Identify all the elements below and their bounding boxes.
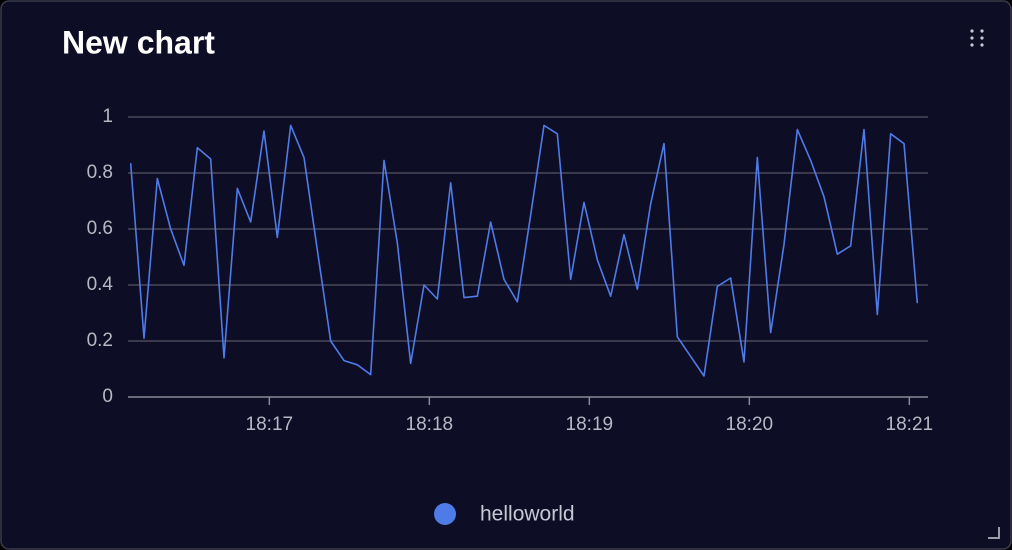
menu-button[interactable] (970, 29, 984, 47)
chart-title: New chart (62, 24, 215, 60)
x-tick-label: 18:17 (246, 414, 294, 435)
x-tick-label: 18:19 (566, 414, 614, 435)
y-tick-label: 0 (102, 386, 113, 407)
y-tick-label: 0.6 (87, 218, 113, 239)
y-tick-label: 0.8 (87, 162, 113, 183)
x-tick-label: 18:18 (406, 414, 454, 435)
x-tick-label: 18:20 (726, 414, 774, 435)
legend-marker (434, 503, 456, 525)
y-tick-label: 0.4 (87, 274, 114, 295)
legend-label: helloworld (480, 503, 575, 526)
x-tick-label: 18:21 (886, 414, 934, 435)
y-tick-label: 0.2 (87, 330, 113, 351)
resize-handle[interactable] (988, 527, 1000, 539)
series-line (129, 124, 919, 377)
y-tick-label: 1 (102, 106, 113, 127)
